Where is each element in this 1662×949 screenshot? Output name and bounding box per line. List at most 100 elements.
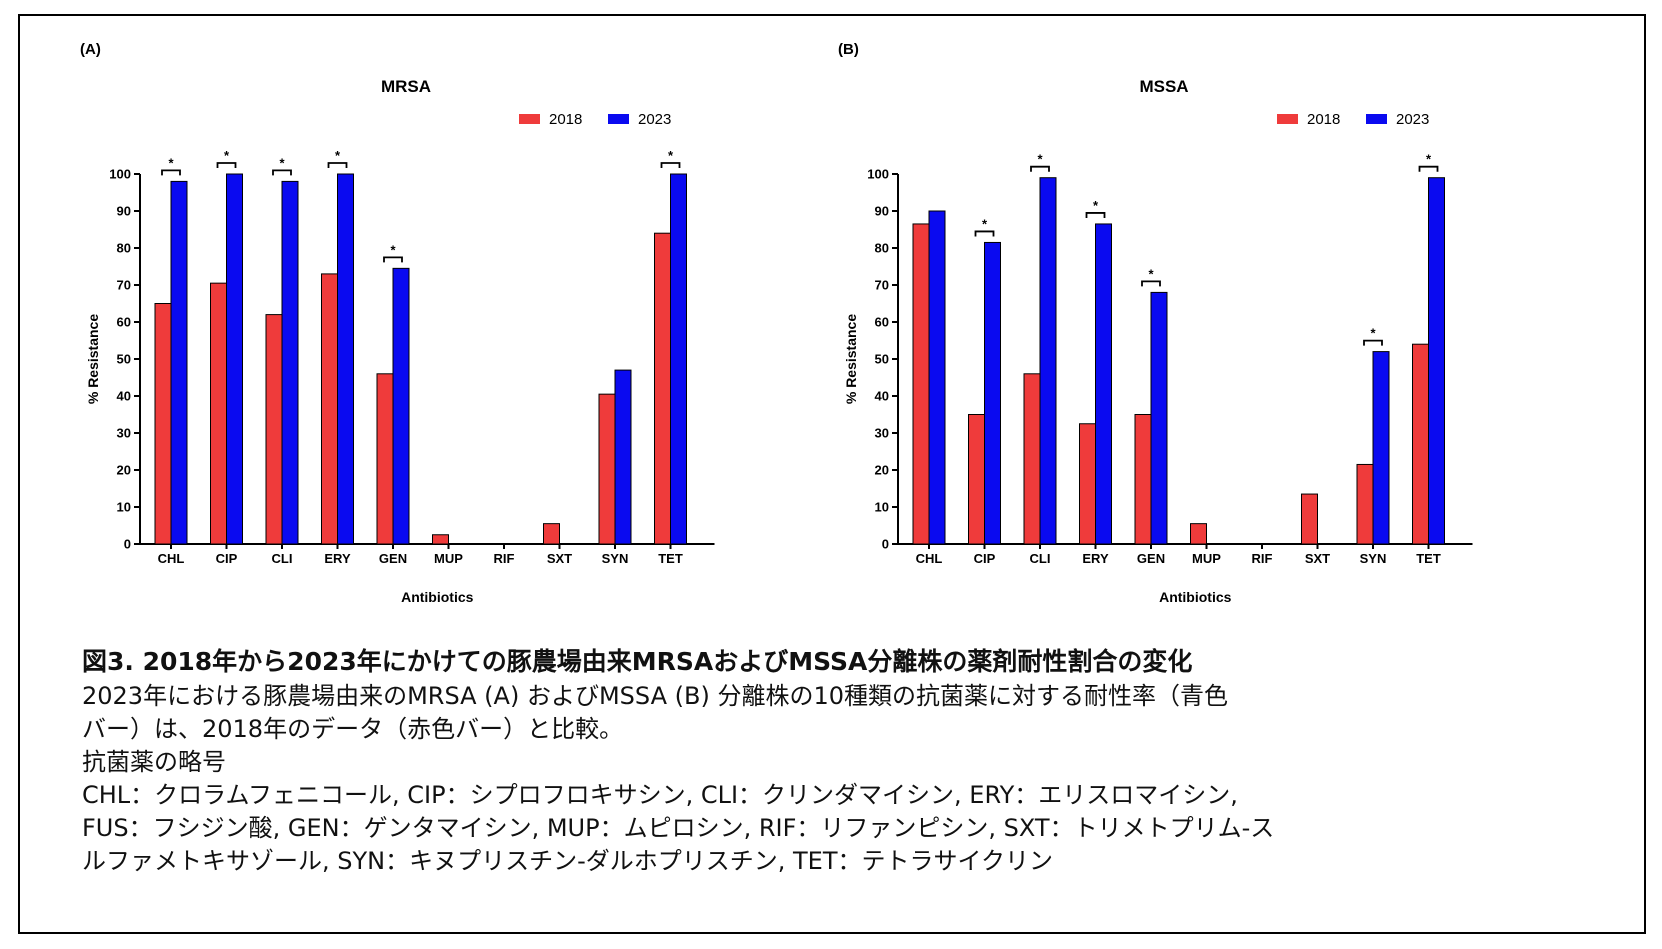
legend-label: 2018: [549, 111, 582, 128]
significance-star: *: [224, 148, 230, 163]
bar-2018-CIP: [968, 414, 985, 545]
significance-star: *: [279, 155, 285, 170]
legend-label: 2023: [638, 111, 671, 128]
chart-title: MSSA: [1139, 77, 1188, 96]
bar-2023-GEN: [392, 267, 410, 545]
significance-star: *: [1148, 266, 1154, 281]
significance-bracket: [161, 169, 181, 176]
y-tick-label: 90: [117, 204, 131, 219]
y-tick-label: 40: [875, 389, 889, 404]
caption-line: バー）は、2018年のデータ（赤色バー）と比較。: [82, 715, 624, 743]
caption-line: CHL：クロラムフェニコール, CIP：シプロフロキサシン, CLI：クリンダマ…: [82, 781, 1238, 809]
legend-swatch-2018: [519, 114, 540, 124]
bar-2018-TET: [654, 232, 671, 545]
bar-2018-SXT: [543, 523, 560, 545]
x-tick-label: CHL: [158, 551, 185, 566]
bar-2023-CIP: [226, 173, 243, 545]
x-tick-label: CIP: [216, 551, 238, 566]
y-tick-label: 0: [882, 537, 889, 552]
bar-2018-ERY: [321, 273, 338, 545]
y-tick-label: 70: [117, 278, 131, 293]
x-axis-title: Antibiotics: [1159, 589, 1232, 605]
significance-bracket: [1418, 165, 1439, 172]
significance-star: *: [1093, 198, 1099, 213]
significance-star: *: [668, 148, 674, 163]
bar-2023-CHL: [928, 210, 946, 545]
chart-title: MRSA: [381, 77, 431, 96]
bar-2023-SYN: [1372, 351, 1390, 545]
x-tick-label: SXT: [1305, 551, 1330, 566]
y-tick-label: 10: [875, 500, 889, 515]
x-tick-label: GEN: [1137, 551, 1165, 566]
figure-frame: (A) MRSA 2018 2023 0 10 20 30 40 50 60 70 80 90 100% R…: [18, 14, 1646, 934]
significance-bracket: [1030, 165, 1050, 172]
significance-star: *: [1370, 326, 1376, 341]
y-tick-label: 80: [117, 241, 131, 256]
x-tick-label: ERY: [324, 551, 351, 566]
significance-star: *: [390, 242, 396, 257]
y-tick-label: 10: [117, 500, 131, 515]
x-tick-label: ERY: [1082, 551, 1109, 566]
x-axis-title: Antibiotics: [401, 589, 474, 605]
legend-swatch-2018: [1277, 114, 1298, 124]
chart-mrsa: (A) MRSA 2018 2023 0 10 20 30 40 50 60 70 80 90 100 % R…: [80, 41, 715, 605]
significance-bracket: [974, 230, 995, 237]
panel-label: (A): [80, 41, 101, 58]
x-tick-label: CHL: [916, 551, 943, 566]
significance-star: *: [1426, 152, 1432, 167]
caption-line: FUS：フシジン酸, GEN：ゲンタマイシン, MUP：ムピロシン, RIF：リ…: [82, 814, 1275, 842]
figure-caption: 図3. 2018年から2023年にかけての豚農場由来MRSAおよびMSSA分離株…: [82, 644, 1642, 878]
x-tick-label: SYN: [1360, 551, 1387, 566]
bar-2018-SYN: [598, 393, 616, 545]
bar-2018-CHL: [912, 223, 930, 545]
x-tick-label: MUP: [434, 551, 463, 566]
legend-swatch-2023: [608, 114, 629, 124]
caption-line: 抗菌薬の略号: [82, 748, 226, 776]
legend-swatch-2023: [1366, 114, 1387, 124]
caption-line: ルファメトキサゾール, SYN：キヌプリスチン-ダルホプリスチン, TET：テト…: [82, 847, 1054, 875]
y-tick-label: 100: [109, 167, 131, 182]
y-tick-label: 50: [117, 352, 131, 367]
y-tick-label: 0: [124, 537, 131, 552]
bar-2018-MUP: [432, 534, 449, 545]
bar-2018-CLI: [1023, 373, 1041, 545]
y-tick-label: 80: [875, 241, 889, 256]
x-tick-label: SXT: [547, 551, 572, 566]
bar-2018-CLI: [265, 314, 283, 545]
x-tick-label: RIF: [1252, 551, 1273, 566]
chart-mssa: (B) MSSA 2018 2023 0 10 20 30 40 50 60 70 80 90 100 % R…: [838, 41, 1473, 605]
significance-bracket: [1141, 280, 1161, 287]
y-tick-label: 20: [117, 463, 131, 478]
bar-2018-SYN: [1356, 463, 1374, 545]
panel-label: (B): [838, 41, 859, 58]
x-tick-label: TET: [658, 551, 683, 566]
bar-2018-SXT: [1301, 493, 1318, 545]
y-tick-label: 50: [875, 352, 889, 367]
y-axis-title: % Resistance: [85, 314, 101, 404]
bar-2018-CHL: [154, 303, 172, 545]
x-tick-label: RIF: [494, 551, 515, 566]
y-tick-label: 30: [875, 426, 889, 441]
caption-title: 図3. 2018年から2023年にかけての豚農場由来MRSAおよびMSSA分離株…: [82, 647, 1193, 676]
significance-bracket: [1085, 212, 1106, 218]
bar-2023-CHL: [170, 180, 188, 545]
significance-bracket: [660, 162, 681, 168]
bar-2018-MUP: [1190, 523, 1207, 545]
significance-star: *: [335, 148, 341, 163]
x-tick-label: MUP: [1192, 551, 1221, 566]
x-tick-label: CIP: [974, 551, 996, 566]
bar-2023-CLI: [1039, 177, 1057, 545]
significance-star: *: [168, 155, 174, 170]
bar-2023-TET: [1428, 177, 1445, 545]
significance-star: *: [982, 216, 988, 231]
y-tick-label: 100: [867, 167, 889, 182]
bar-2023-CIP: [984, 241, 1001, 545]
x-tick-label: GEN: [379, 551, 407, 566]
y-tick-label: 90: [875, 204, 889, 219]
bar-2018-CIP: [210, 282, 227, 545]
y-tick-label: 40: [117, 389, 131, 404]
bar-2018-TET: [1412, 343, 1429, 545]
bar-2018-ERY: [1079, 423, 1096, 545]
x-tick-label: CLI: [272, 551, 293, 566]
significance-bracket: [327, 162, 348, 168]
